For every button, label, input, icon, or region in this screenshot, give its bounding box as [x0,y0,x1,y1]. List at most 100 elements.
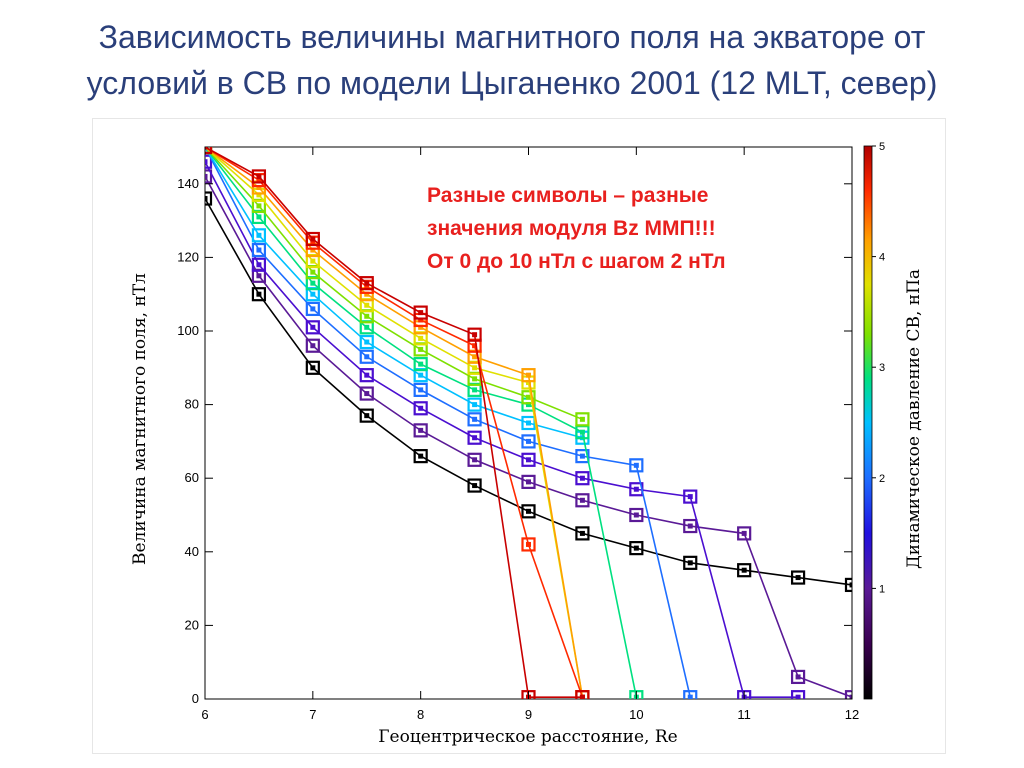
series-3-marker-9 [683,690,698,699]
series-5-marker-dot-1 [256,214,262,220]
series-4-marker-dot-5 [472,402,478,408]
series-line-4 [205,147,583,439]
series-10-marker-5 [467,327,482,342]
series-1-marker-dot-10 [741,530,747,536]
series-8-marker-dot-1 [256,184,262,190]
series-5-marker-dot-6 [526,402,531,408]
x-tick-label-2: 8 [417,707,424,722]
x-tick-label-1: 7 [309,707,316,722]
series-0-marker-dot-11 [795,575,801,581]
series-3-marker-3 [359,349,374,364]
series-3-marker-dot-8 [633,462,639,468]
series-4-marker-dot-1 [256,232,262,238]
series-0-marker-dot-6 [526,508,531,514]
series-10-marker-dot-7 [579,694,585,699]
title-line-1: Зависимость величины магнитного поля на … [98,19,926,55]
series-1-marker-dot-11 [795,674,801,680]
series-7-marker-dot-1 [256,192,262,198]
series-3-marker-dot-6 [526,438,531,444]
series-10 [205,147,590,699]
series-3-marker-dot-9 [687,694,693,699]
series-2-marker-2 [305,320,320,335]
series-1-marker-dot-8 [633,512,639,518]
series-3-marker-dot-7 [579,453,585,459]
series-1-marker-dot-12 [849,694,852,699]
series-4-marker-dot-6 [526,420,531,426]
series-0-marker-10 [737,563,752,578]
series-1-marker-6 [521,474,536,489]
annotation-line-1: Разные символы – разные [427,184,709,207]
series-2-marker-0 [205,154,213,169]
series-1-marker-3 [359,386,374,401]
series-2-marker-dot-7 [579,475,585,481]
series-0-marker-dot-3 [364,413,370,419]
x-axis-label: Геоцентрическое расстояние, Re [378,727,677,747]
colorbar [863,145,873,700]
cb-tick-label-2: 3 [879,362,885,374]
y-tick-label-1: 20 [185,617,199,632]
x-tick-label-5: 11 [737,707,751,722]
series-3-marker-dot-5 [472,416,478,422]
series-0-marker-3 [359,408,374,423]
series-9-marker-dot-4 [418,317,424,323]
series-0-marker-dot-12 [849,582,852,588]
series-1-marker-7 [575,493,590,508]
series-0-marker-dot-8 [633,545,639,551]
series-1-marker-2 [305,338,320,353]
series-4-marker-dot-4 [418,372,424,378]
series-1-marker-4 [413,423,428,438]
y-tick-label-3: 60 [185,470,199,485]
series-0-marker-dot-9 [687,560,693,566]
y-tick-label-7: 140 [177,176,199,191]
series-2-marker-dot-0 [205,159,208,165]
cb-tick-label-3: 4 [879,252,885,264]
series-9-marker-dot-6 [526,541,531,547]
series-0-marker-4 [413,449,428,464]
series-2-marker-dot-11 [795,694,801,699]
series-3-marker-dot-4 [418,387,424,393]
series-2-marker-7 [575,471,590,486]
cb-tick-label-4: 5 [879,141,885,153]
series-3-marker-dot-2 [310,306,316,312]
series-4-marker-dot-3 [364,339,370,345]
series-8-marker-dot-4 [418,324,424,330]
series-3-marker-6 [521,434,536,449]
series-3-marker-5 [467,412,482,427]
series-5-marker-dot-3 [364,324,370,330]
series-1-marker-dot-3 [364,391,370,397]
series-1-marker-8 [629,507,644,523]
series-0-marker-8 [629,541,644,556]
series-1-marker-dot-2 [310,343,316,349]
series-0-marker-7 [575,526,590,541]
series-1-marker-dot-7 [579,497,585,503]
series-3 [205,147,698,699]
series-0-marker-9 [683,555,698,570]
series-0 [205,191,852,593]
colorbar-label: Динамическое давление СВ, нПа [904,269,924,569]
series-0-marker-dot-4 [418,453,424,459]
series-2-marker-dot-9 [687,494,693,500]
series-5-marker-dot-5 [472,387,478,393]
series-line-2 [205,161,799,698]
series-5-marker-dot-7 [579,429,585,435]
y-tick-label-0: 0 [192,691,199,706]
annotation: Разные символы – разные значения модуля … [427,179,847,278]
series-6-marker-6 [521,390,536,405]
series-6-marker-dot-1 [256,203,262,209]
series-1-marker-11 [790,669,806,685]
series-8-marker-dot-2 [310,247,316,253]
series-line-6 [205,147,583,421]
series-10-marker-dot-0 [205,147,208,150]
y-tick-label-4: 80 [185,397,199,412]
series-2-marker-4 [413,401,428,416]
y-axis-label: Величина магнитного поля, нТл [130,273,150,565]
series-4-marker-5 [467,397,482,412]
series-line-7 [205,147,584,698]
series-10-marker-4 [413,305,428,320]
series-3-marker-4 [413,382,428,397]
series-10-marker-dot-1 [256,173,262,179]
series-7-marker-dot-5 [472,365,478,371]
cb-tick-label-1: 2 [879,473,885,485]
